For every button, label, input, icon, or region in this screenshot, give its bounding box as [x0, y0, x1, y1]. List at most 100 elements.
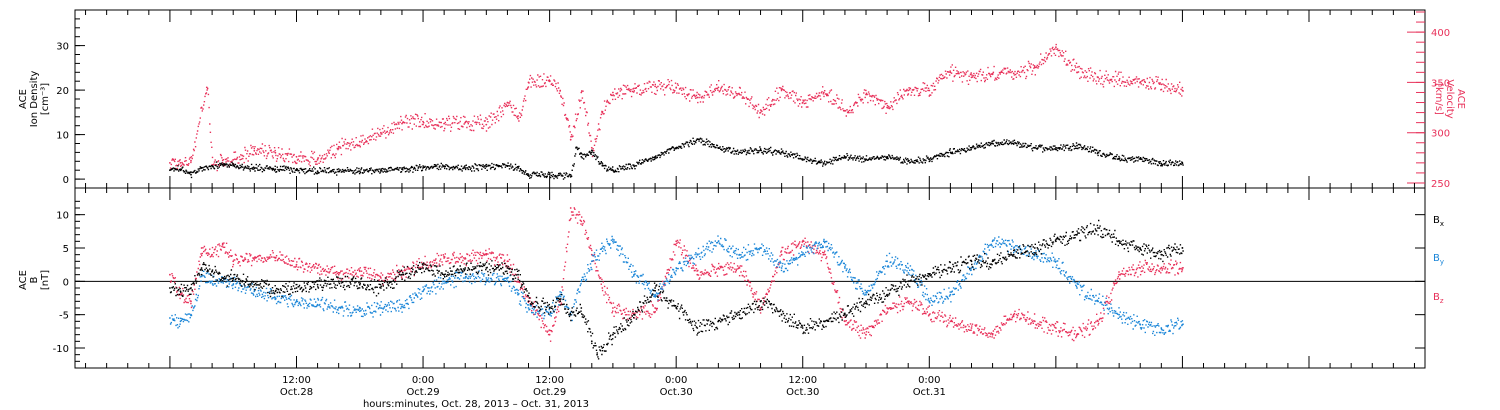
bx-point	[590, 340, 593, 343]
legend-by-main: B	[1433, 253, 1440, 264]
by-point	[1160, 327, 1163, 329]
by-point	[316, 303, 319, 306]
velocity-point	[580, 91, 583, 94]
bz-point	[1139, 267, 1142, 269]
density-point	[907, 160, 910, 163]
legend-bz-sub: z	[1440, 297, 1444, 305]
by-point	[1055, 260, 1057, 263]
bz-point	[274, 257, 277, 259]
density-axis-title-line: ACE	[18, 89, 29, 109]
density-point	[633, 164, 635, 167]
bx-point	[580, 307, 583, 309]
by-point	[780, 267, 783, 269]
velocity-point	[1012, 72, 1015, 75]
bz-point	[1097, 320, 1099, 323]
by-point	[759, 247, 762, 249]
by-point	[633, 273, 635, 276]
bx-point	[675, 307, 678, 309]
velocity-point	[717, 86, 720, 89]
x-tick-time: 12:00	[535, 375, 564, 386]
bx-point	[1118, 240, 1120, 243]
density-point	[464, 167, 467, 169]
b-tick-label: -5	[59, 311, 69, 322]
velocity-tick-label: 250	[1431, 179, 1450, 190]
velocity-point	[612, 91, 614, 94]
b-axis-title-line: [nT]	[40, 270, 51, 290]
bz-point	[380, 277, 382, 279]
legend-bz: Bz	[1433, 292, 1444, 305]
by-point	[601, 247, 604, 249]
bz-points	[169, 207, 1184, 342]
bx-point	[295, 287, 298, 289]
bz-point	[1076, 333, 1078, 336]
bz-point	[759, 307, 762, 309]
bx-point	[1012, 253, 1015, 256]
velocity-point	[780, 88, 783, 91]
by-point	[886, 260, 888, 263]
velocity-point	[316, 158, 319, 161]
density-point	[1012, 142, 1015, 145]
density-point	[517, 167, 519, 169]
density-point	[337, 170, 340, 173]
bx-point	[190, 287, 192, 289]
bx-point	[548, 307, 551, 309]
density-point	[780, 151, 783, 154]
bz-point	[886, 307, 888, 309]
bz-point	[822, 253, 825, 256]
bx-point	[717, 320, 720, 323]
bx-point	[422, 267, 424, 269]
density-axis-title-line: [cm⁻³]	[40, 83, 51, 115]
x-tick-date: Oct.29	[406, 387, 439, 398]
density-axis-title-line: Ion Density	[29, 71, 40, 128]
velocity-axis-title: ACEVelocity[km/s]	[1433, 79, 1466, 118]
density-points	[169, 137, 1184, 180]
density-point	[696, 138, 699, 141]
legend-bx: Bx	[1433, 215, 1444, 228]
by-point	[527, 307, 530, 309]
velocity-point	[759, 111, 762, 114]
velocity-point	[485, 123, 488, 126]
density-point	[569, 176, 572, 178]
velocity-point	[401, 122, 403, 125]
bx-point	[527, 300, 530, 303]
velocity-axis-title-line: ACE	[1455, 89, 1466, 109]
bx-point	[569, 313, 572, 316]
velocity-tick-label: 400	[1431, 28, 1450, 39]
density-point	[1033, 147, 1036, 149]
bz-point	[358, 270, 361, 273]
x-tick-time: 12:00	[788, 375, 817, 386]
density-point	[190, 173, 192, 176]
density-axis-title: ACEIon Density[cm⁻³]	[18, 71, 51, 128]
density-point	[211, 164, 214, 167]
density-point	[844, 155, 846, 158]
velocity-point	[991, 73, 994, 76]
density-point	[580, 155, 583, 158]
top-panel-frame	[74, 9, 1426, 189]
bx-point	[1055, 240, 1057, 243]
bx-point	[169, 287, 171, 289]
density-point	[380, 169, 382, 172]
b-tick-label: 10	[56, 211, 69, 222]
b-axis-title-line: B	[29, 276, 40, 283]
velocity-point	[190, 159, 192, 162]
velocity-point	[527, 81, 530, 84]
by-point	[675, 267, 678, 269]
x-axis-title: hours:minutes, Oct. 28, 2013 – Oct. 31, …	[363, 399, 589, 410]
bx-point	[485, 267, 488, 269]
legend-bx-sub: x	[1440, 220, 1444, 228]
bx-point	[559, 300, 562, 303]
density-point	[1097, 151, 1099, 154]
bz-point	[865, 333, 867, 336]
velocity-point	[253, 149, 256, 152]
velocity-point	[1181, 89, 1184, 92]
by-point	[443, 280, 445, 283]
density-point	[221, 164, 224, 166]
by-point	[801, 253, 804, 256]
b-axis-title-line: ACE	[18, 270, 29, 290]
bz-point	[169, 273, 171, 276]
bz-point	[253, 257, 256, 259]
bx-point	[211, 270, 214, 273]
bz-point	[612, 307, 614, 309]
velocity-point	[886, 106, 888, 109]
bz-point	[970, 327, 973, 329]
